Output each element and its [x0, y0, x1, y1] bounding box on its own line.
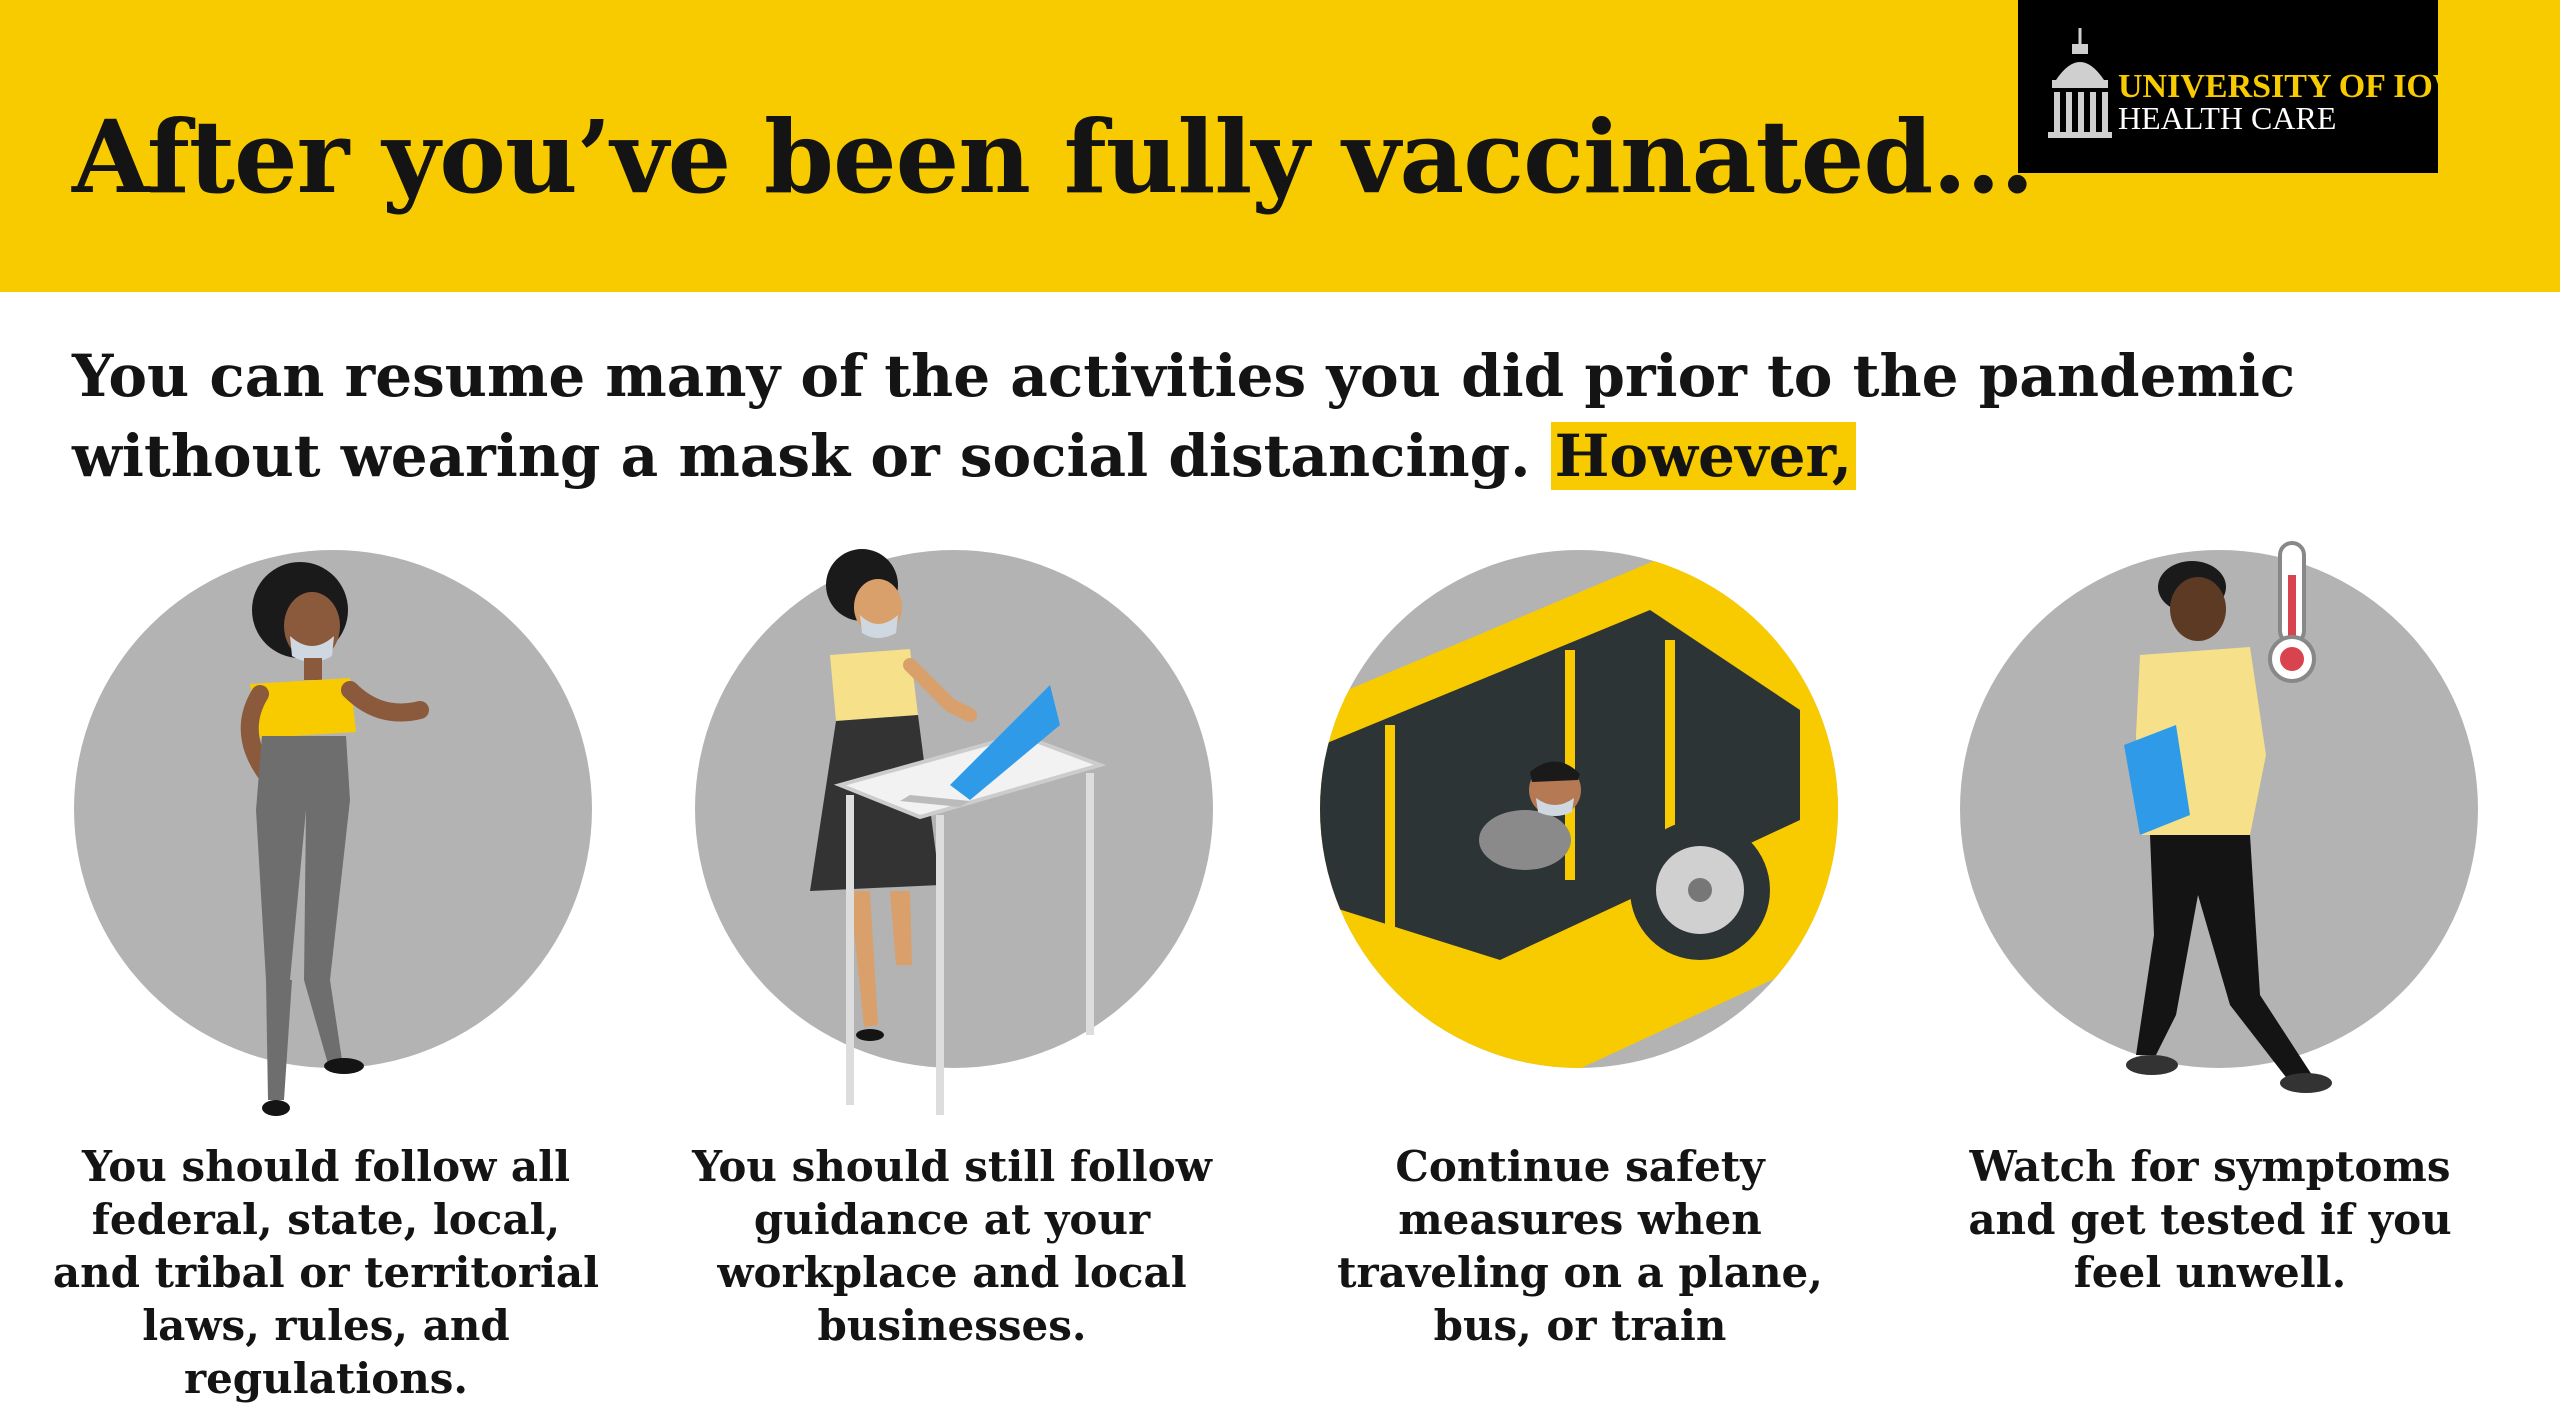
man-with-thermometer-illustration — [2124, 541, 2332, 1093]
old-capitol-dome-icon — [2048, 28, 2112, 138]
panel-1-caption: You should follow all federal, state, lo… — [52, 1142, 600, 1403]
panel-2-caption: You should still follow guidance at your… — [692, 1142, 1212, 1350]
woman-at-laptop-desk-illustration — [810, 549, 1107, 1115]
panel-4-caption: Watch for symptoms and get tested if you… — [1968, 1142, 2452, 1297]
logo-university-name: UNIVERSITY OF IOWA — [2118, 68, 2488, 105]
woman-wearing-mask-illustration — [240, 562, 429, 1116]
university-logo[interactable]: UNIVERSITY OF IOWA HEALTH CARE — [2018, 0, 2488, 173]
passenger-in-bus-illustration — [1320, 550, 1838, 1068]
logo-health-care: HEALTH CARE — [2118, 100, 2337, 136]
intro-line-1: You can resume many of the activities yo… — [72, 342, 2296, 410]
intro-line-2-text: without wearing a mask or social distanc… — [72, 422, 1531, 490]
intro-highlight: However, — [1550, 422, 1857, 490]
panel-3-circle — [1320, 550, 1838, 1068]
intro-line-2: without wearing a mask or social distanc… — [72, 416, 2372, 496]
header-banner: After you’ve been fully vaccinated... UN… — [0, 0, 2560, 292]
panel-3-caption: Continue safety measures when traveling … — [1337, 1142, 1823, 1350]
page-title: After you’ve been fully vaccinated... — [72, 98, 2035, 216]
intro-text: You can resume many of the activities yo… — [72, 336, 2372, 496]
